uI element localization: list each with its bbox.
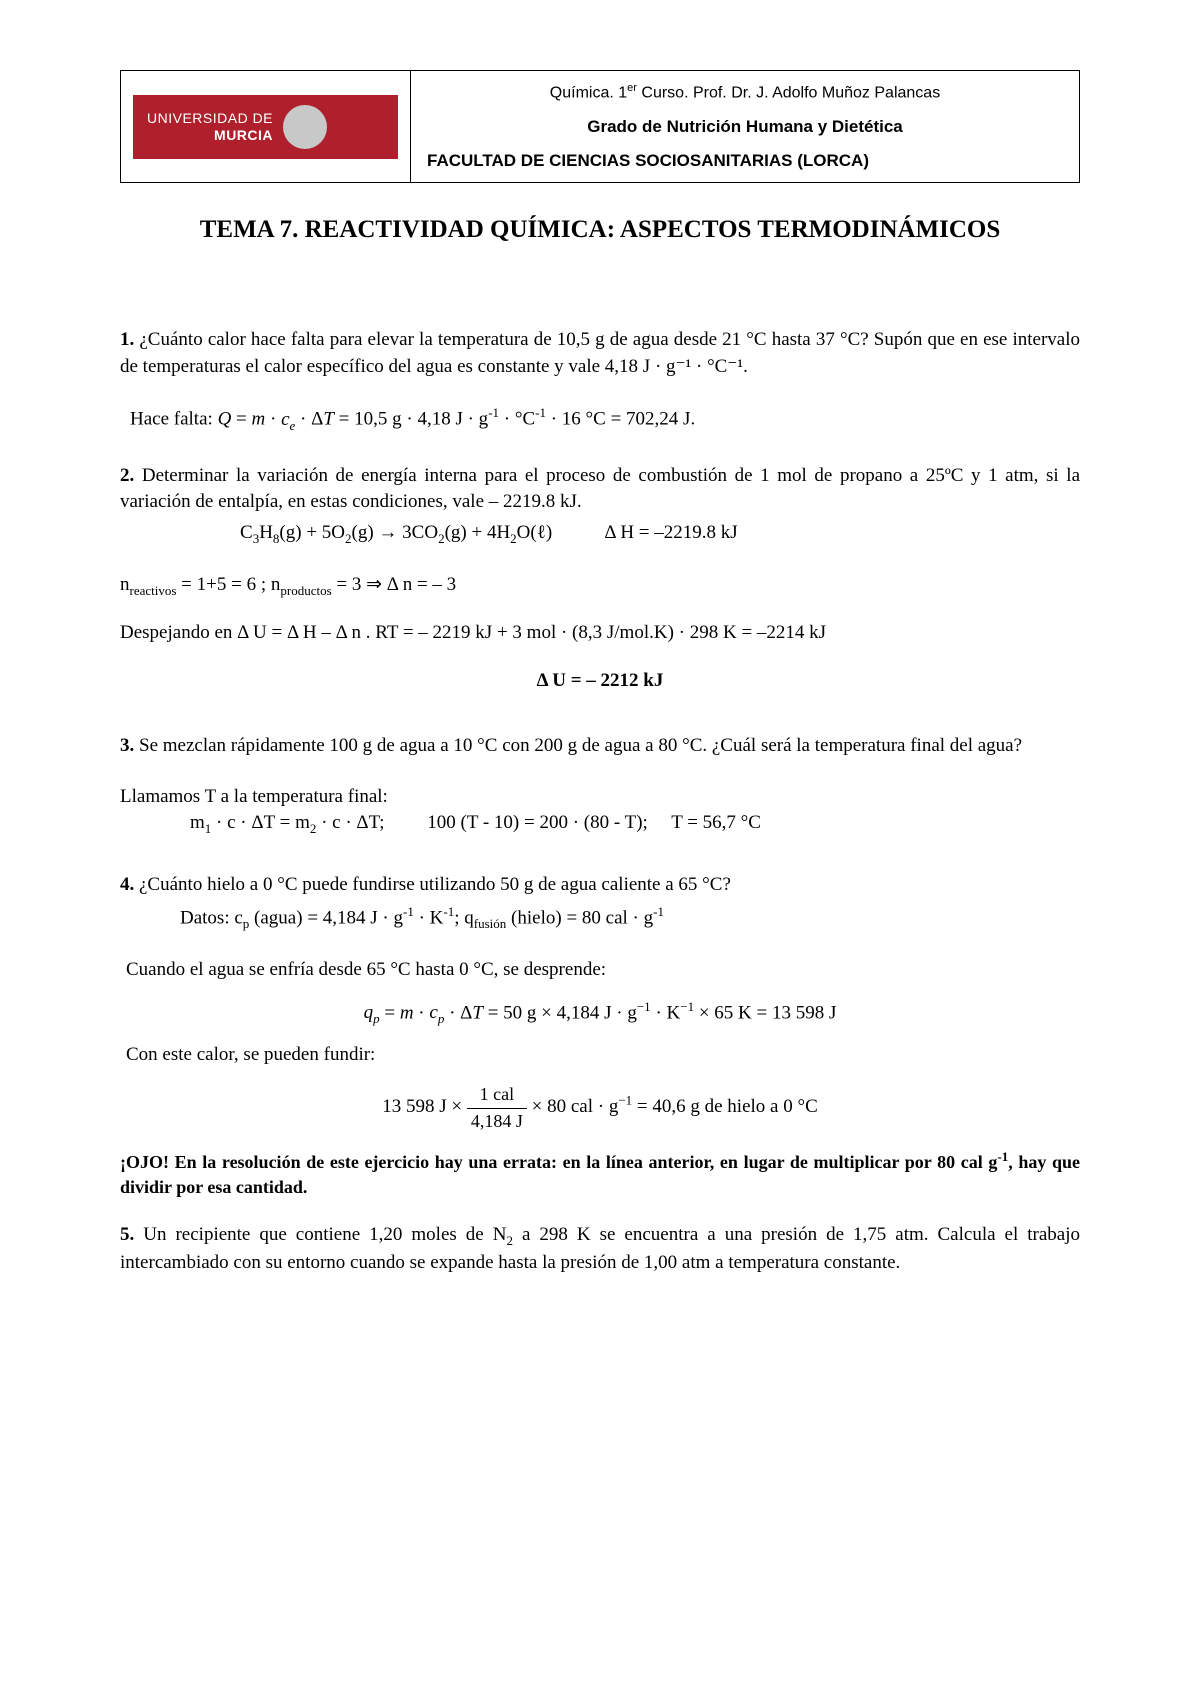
university-name-1: UNIVERSIDAD DE: [147, 110, 273, 126]
problem-4-text: ¿Cuánto hielo a 0 °C puede fundirse util…: [139, 874, 731, 895]
problem-4-ojo: ¡OJO! En la resolución de este ejercicio…: [120, 1148, 1080, 1200]
faculty-name: FACULTAD DE CIENCIAS SOCIOSANITARIAS (LO…: [427, 149, 1063, 173]
problem-3: 3. Se mezclan rápidamente 100 g de agua …: [120, 733, 1080, 760]
university-emblem-icon: [283, 105, 327, 149]
problem-1-answer: Hace falta: Q = m · ce · ΔT = 10,5 g · 4…: [130, 404, 1080, 434]
problem-1: 1. ¿Cuánto calor hace falta para elevar …: [120, 327, 1080, 380]
problem-1-text: ¿Cuánto calor hace falta para elevar la …: [120, 329, 1080, 377]
university-logo: UNIVERSIDAD DE MURCIA: [133, 95, 398, 159]
problem-4-line2: Con este calor, se pueden fundir:: [126, 1042, 1080, 1069]
problem-5: 5. Un recipiente que contiene 1,20 moles…: [120, 1222, 1080, 1277]
header-info: Química. 1er Curso. Prof. Dr. J. Adolfo …: [411, 71, 1080, 183]
problem-4-line1: Cuando el agua se enfría desde 65 °C has…: [126, 957, 1080, 984]
problem-2: 2. Determinar la variación de energía in…: [120, 463, 1080, 548]
problem-2-despejando: Despejando en Δ U = Δ H – Δ n . RT = – 2…: [120, 620, 1080, 647]
header-table: UNIVERSIDAD DE MURCIA Química. 1er Curso…: [120, 70, 1080, 183]
problem-2-result: Δ U = – 2212 kJ: [120, 668, 1080, 695]
problem-4-eq2: 13 598 J × 1 cal4,184 J × 80 cal · g−1 =…: [120, 1082, 1080, 1133]
problem-2-text: Determinar la variación de energía inter…: [120, 465, 1080, 513]
problem-3-answer: Llamamos T a la temperatura final: m1 · …: [120, 784, 1080, 839]
problem-3-line1: Llamamos T a la temperatura final:: [120, 784, 1080, 811]
logo-cell: UNIVERSIDAD DE MURCIA: [121, 71, 411, 183]
degree-name: Grado de Nutrición Humana y Dietética: [427, 115, 1063, 139]
problem-2-equation: C3H8(g) + 5O2(g) → 3CO2(g) + 4H2O(ℓ) Δ H…: [240, 520, 1080, 548]
problem-4-eq1: qp = m · cp · ΔT = 50 g × 4,184 J · g−1 …: [120, 998, 1080, 1028]
problem-2-n-line: nreactivos = 1+5 = 6 ; nproductos = 3 ⇒ …: [120, 572, 1080, 600]
problem-4: 4. ¿Cuánto hielo a 0 °C puede fundirse u…: [120, 872, 1080, 933]
page-title: TEMA 7. REACTIVIDAD QUÍMICA: ASPECTOS TE…: [120, 213, 1080, 247]
university-name-2: MURCIA: [214, 127, 273, 143]
problem-3-text: Se mezclan rápidamente 100 g de agua a 1…: [139, 735, 1022, 756]
problem-4-datos: Datos: cp (agua) = 4,184 J · g-1 · K-1; …: [180, 903, 1080, 933]
problem-3-line2: m1 · c · ΔT = m2 · c · ΔT; 100 (T - 10) …: [190, 810, 1080, 838]
course-info: Química. 1er Curso. Prof. Dr. J. Adolfo …: [427, 81, 1063, 105]
